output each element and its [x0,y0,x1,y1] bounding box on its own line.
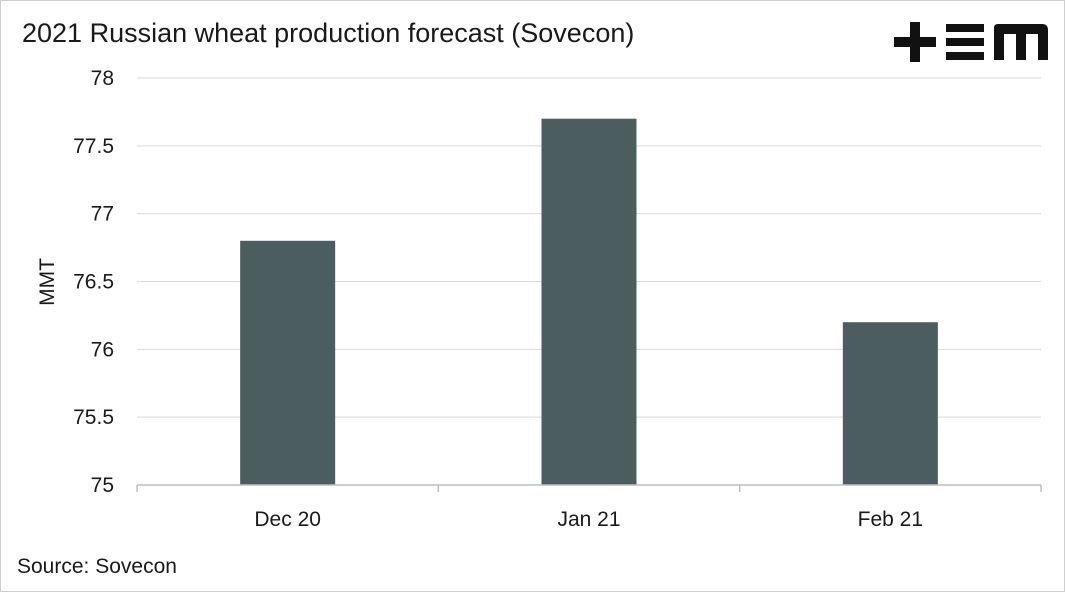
chart-title: 2021 Russian wheat production forecast (… [22,18,635,48]
y-tick-label: 76.5 [73,271,114,294]
bars [240,118,938,485]
bar [541,118,637,485]
x-tick-label: Dec 20 [254,508,321,531]
y-tick-label: 75.5 [73,406,114,429]
bar [240,240,336,485]
y-tick-label: 76 [91,338,114,361]
x-tick-label: Jan 21 [557,508,620,531]
bar [842,322,938,485]
y-tick-label: 77.5 [73,135,114,158]
x-axis: Dec 20 Jan 21 Feb 21 [136,484,1042,531]
y-tick-label: 78 [91,67,114,90]
x-tick-label: Feb 21 [858,508,923,531]
tem-logo-icon [894,22,1048,62]
y-tick-label: 77 [91,203,114,226]
y-axis-title: MMT [36,258,59,306]
source-note: Source: Sovecon [17,555,177,578]
y-tick-label: 75 [91,474,114,497]
y-axis-ticks: 75 75.5 76 76.5 77 77.5 78 [73,67,114,497]
